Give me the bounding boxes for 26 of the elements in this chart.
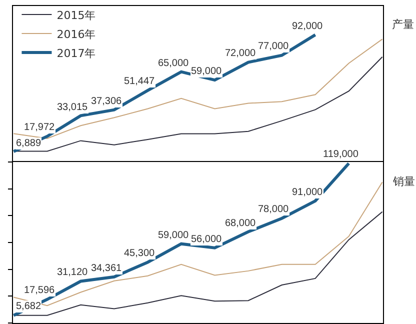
- data-label: 119,000: [323, 149, 359, 160]
- legend-label: 2016年: [56, 28, 96, 41]
- data-label: 59,000: [158, 230, 190, 241]
- data-label: 68,000: [225, 218, 256, 229]
- y-axis-title: 产量: [392, 18, 414, 31]
- data-label: 65,000: [158, 58, 190, 69]
- data-label: 31,120: [57, 267, 88, 278]
- data-label: 59,000: [191, 66, 222, 77]
- data-label: 34,361: [91, 263, 122, 274]
- data-label: 5,682: [16, 301, 42, 312]
- data-label: 77,000: [258, 41, 290, 52]
- data-label: 37,306: [91, 96, 122, 107]
- data-label: 33,015: [57, 102, 88, 113]
- data-label: 56,000: [191, 234, 222, 245]
- data-label: 78,000: [258, 204, 290, 215]
- legend-label: 2015年: [56, 8, 96, 22]
- data-label: 6,889: [16, 138, 42, 149]
- data-label: 91,000: [292, 187, 324, 198]
- y-axis-title: 销量: [392, 175, 415, 188]
- legend-label: 2017年: [56, 46, 96, 60]
- data-label: 51,447: [124, 76, 156, 87]
- data-label: 45,300: [124, 248, 156, 259]
- data-label: 72,000: [225, 48, 256, 59]
- data-label: 17,972: [24, 122, 56, 133]
- data-label: 17,596: [24, 285, 56, 296]
- data-label: 92,000: [292, 21, 324, 32]
